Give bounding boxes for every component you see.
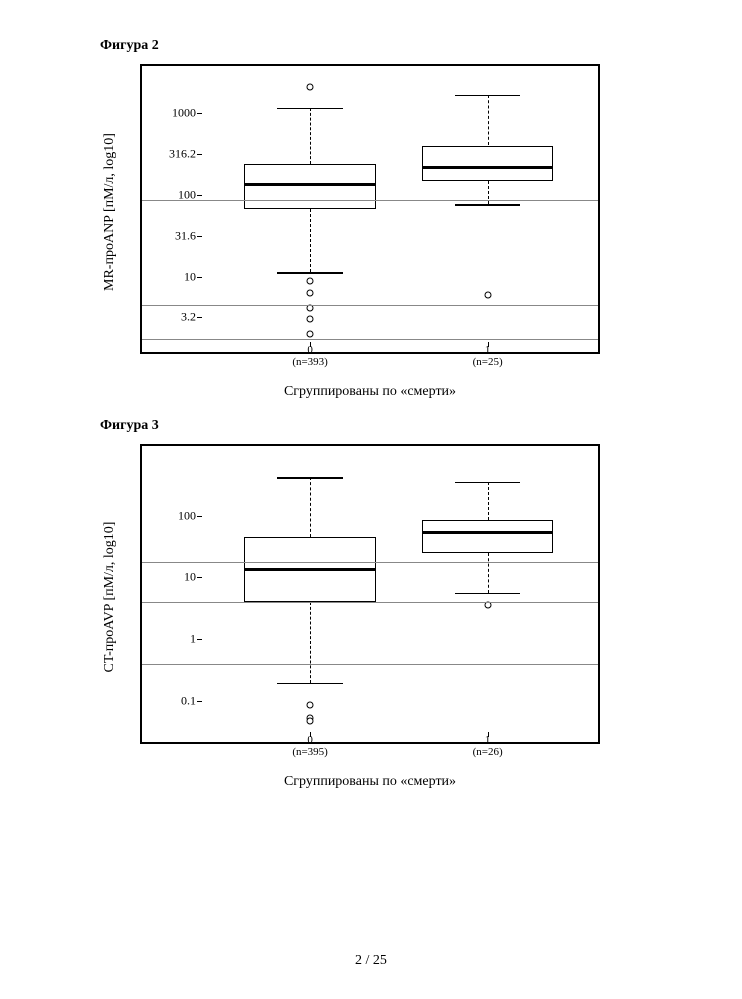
whisker (310, 602, 311, 682)
boxplot-outlier (307, 277, 314, 284)
y-tick-label: 0.1 (181, 694, 202, 709)
gridline (142, 339, 598, 340)
boxplot-box (422, 146, 553, 181)
figure-3-label: Фигура 3 (100, 418, 662, 434)
whisker (310, 477, 311, 537)
whisker-cap (455, 204, 521, 206)
boxplot-outlier (307, 702, 314, 709)
boxplot-outlier (307, 316, 314, 323)
y-tick-label: 316.2 (169, 146, 202, 161)
y-tick-label: 31.6 (175, 228, 202, 243)
boxplot-outlier (307, 330, 314, 337)
whisker-cap (277, 108, 343, 110)
figure-2-label: Фигура 2 (100, 38, 662, 54)
boxplot-outlier (307, 83, 314, 90)
figure-3-y-axis-title: CT-проAVP [пМ/л, log10] (102, 497, 118, 697)
boxplot-outlier (307, 289, 314, 296)
whisker (310, 209, 311, 273)
x-tick-label: 1(n=25) (473, 342, 503, 368)
boxplot-outlier (484, 291, 491, 298)
whisker (488, 482, 489, 520)
page: Фигура 2 MR-проANP [пМ/л, log10] 3.21031… (0, 0, 742, 999)
figure-3-plot-area: 0.11101000(n=395)1(n=26) (202, 460, 588, 732)
whisker-cap (455, 95, 521, 97)
figure-2-x-axis-title: Сгруппированы по «смерти» (140, 384, 600, 400)
gridline (142, 305, 598, 306)
gridline (142, 664, 598, 665)
gridline (142, 602, 598, 603)
gridline (142, 562, 598, 563)
y-tick-label: 1 (190, 632, 202, 647)
gridline (142, 200, 598, 201)
figure-3-x-axis-title: Сгруппированы по «смерти» (140, 774, 600, 790)
whisker-cap (455, 593, 521, 595)
whisker-cap (277, 272, 343, 274)
y-tick-label: 10 (184, 269, 202, 284)
page-number: 2 / 25 (0, 953, 742, 969)
y-tick-label: 100 (178, 508, 202, 523)
boxplot-box (422, 520, 553, 553)
boxplot-median (422, 531, 553, 534)
whisker (310, 108, 311, 164)
x-tick-label: 0(n=395) (292, 732, 328, 758)
whisker-cap (277, 683, 343, 685)
boxplot-outlier (307, 718, 314, 725)
whisker (488, 95, 489, 146)
x-tick-label: 0(n=393) (292, 342, 328, 368)
y-tick-label: 10 (184, 570, 202, 585)
whisker (488, 553, 489, 593)
whisker-cap (455, 482, 521, 484)
y-tick-label: 1000 (172, 105, 202, 120)
x-tick-label: 1(n=26) (473, 732, 503, 758)
boxplot-median (244, 568, 375, 571)
boxplot-median (244, 183, 375, 186)
y-tick-label: 3.2 (181, 310, 202, 325)
figure-2-plot-area: 3.21031.6100316.210000(n=393)1(n=25) (202, 80, 588, 342)
whisker-cap (277, 477, 343, 479)
figure-2-y-axis-title: MR-проANP [пМ/л, log10] (102, 112, 118, 312)
figure-2-chart: 3.21031.6100316.210000(n=393)1(n=25) (140, 64, 600, 354)
boxplot-median (422, 166, 553, 169)
figure-3-chart: 0.11101000(n=395)1(n=26) (140, 444, 600, 744)
